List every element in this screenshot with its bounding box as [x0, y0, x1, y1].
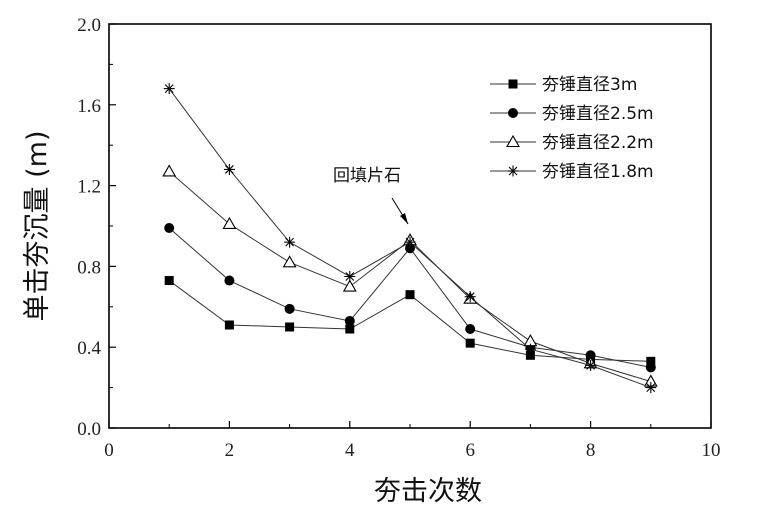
- series-0: [164, 276, 656, 366]
- annotation-arrow-head: [400, 213, 408, 224]
- legend-label: 夯锤直径1.8m: [542, 162, 654, 182]
- data-point: [645, 382, 657, 394]
- legend-item: 夯锤直径2.2m: [490, 133, 654, 153]
- data-point: [223, 163, 235, 175]
- x-tick-label: 6: [465, 440, 475, 461]
- legend: 夯锤直径3m 夯锤直径2.5m 夯锤直径2.2m 夯锤直径1.8m: [490, 75, 654, 182]
- series-layer: [162, 83, 658, 394]
- data-point: [342, 279, 357, 292]
- y-tick-label: 1.6: [77, 96, 101, 117]
- data-point: [585, 359, 597, 371]
- axis-ticks: 0 2 4 6 8 10 0.0 0.4 0.8 1.2 1.6 2.0: [77, 15, 720, 461]
- data-point: [164, 223, 175, 234]
- legend-label: 夯锤直径3m: [542, 75, 637, 95]
- legend-label: 夯锤直径2.5m: [542, 104, 654, 124]
- x-tick-label: 10: [702, 440, 721, 461]
- data-point: [162, 164, 177, 177]
- data-point: [524, 343, 536, 355]
- legend-marker: [506, 134, 520, 148]
- y-axis-title: 单击夯沉量 (m): [22, 131, 53, 322]
- data-point: [404, 236, 416, 248]
- legend-marker: [508, 108, 518, 118]
- data-point: [464, 291, 476, 303]
- data-point: [405, 290, 415, 300]
- y-tick-label: 0.8: [77, 257, 101, 278]
- data-point: [646, 356, 656, 366]
- legend-item: 夯锤直径3m: [490, 75, 637, 95]
- data-point: [163, 83, 175, 95]
- series-3: [163, 83, 657, 394]
- data-point: [284, 303, 295, 314]
- legend-item: 夯锤直径1.8m: [490, 162, 654, 182]
- data-point: [585, 350, 596, 361]
- legend-item: 夯锤直径2.5m: [490, 104, 654, 124]
- data-point: [222, 216, 237, 230]
- x-tick-label: 4: [345, 440, 355, 461]
- data-point: [345, 324, 355, 334]
- x-axis-title: 夯击次数: [374, 476, 482, 507]
- data-point: [405, 243, 415, 254]
- data-point: [465, 324, 476, 335]
- data-point: [224, 320, 234, 330]
- x-tick-label: 2: [225, 440, 235, 461]
- data-point: [164, 276, 174, 286]
- data-point: [525, 350, 535, 360]
- annotation: 回填片石: [333, 166, 409, 225]
- data-point: [284, 236, 296, 248]
- annotation-label: 回填片石: [333, 166, 401, 186]
- y-tick-label: 0.0: [77, 419, 101, 440]
- legend-marker: [508, 79, 518, 89]
- y-tick-label: 1.2: [77, 177, 101, 198]
- legend-marker: [507, 165, 519, 177]
- data-point: [344, 271, 356, 282]
- legend-label: 夯锤直径2.2m: [542, 133, 654, 153]
- data-point: [285, 322, 295, 332]
- y-tick-label: 0.4: [77, 338, 101, 359]
- data-point: [344, 315, 355, 326]
- data-point: [465, 338, 475, 348]
- x-tick-label: 8: [586, 440, 596, 461]
- data-point: [282, 255, 297, 268]
- data-point: [645, 362, 656, 373]
- series-2: [162, 164, 658, 387]
- series-line: [168, 171, 651, 383]
- data-point: [224, 275, 235, 286]
- plot-frame: [108, 23, 712, 429]
- y-tick-label: 2.0: [77, 15, 101, 36]
- x-tick-label: 0: [104, 440, 114, 461]
